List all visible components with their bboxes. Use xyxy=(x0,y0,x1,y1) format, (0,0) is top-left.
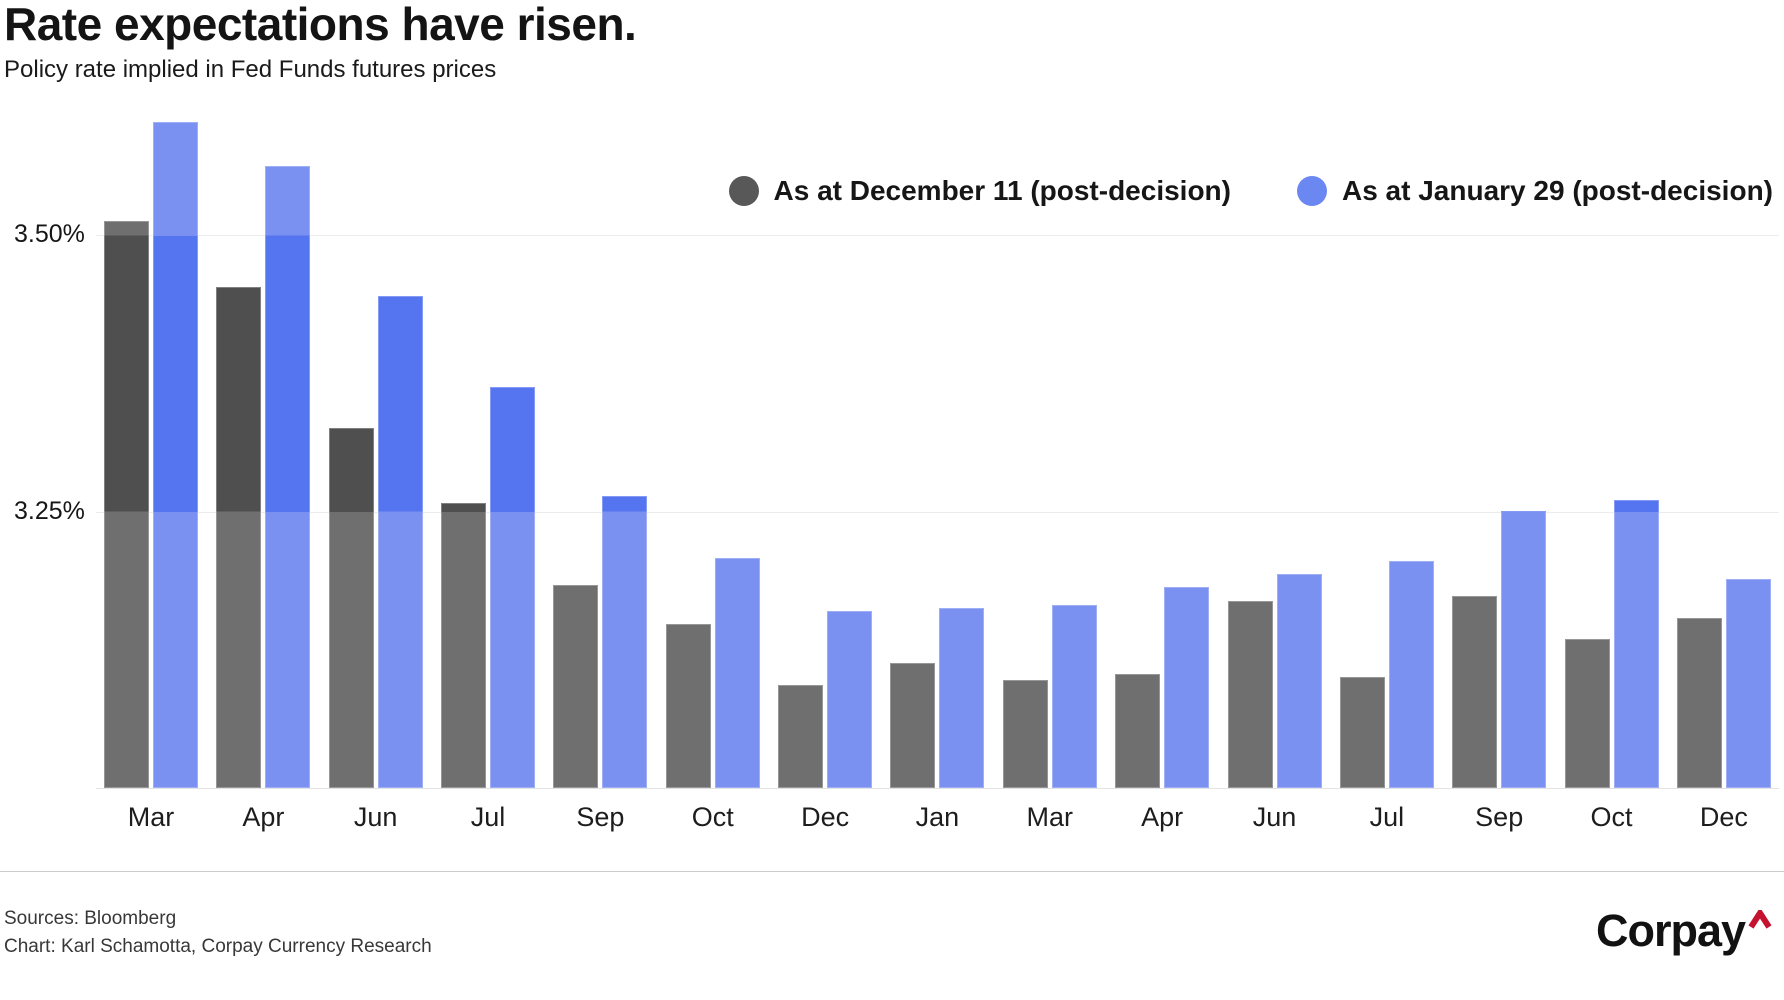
bar-dec11-10 xyxy=(1227,601,1273,788)
gridline-3.50% xyxy=(96,235,1779,237)
bar-jan29-9 xyxy=(1164,586,1210,788)
x-axis-label: Jul xyxy=(470,802,506,832)
legend-swatch-jan29-icon xyxy=(1296,176,1327,206)
bar-dec11-4 xyxy=(553,584,599,788)
gridline-3.25% xyxy=(96,511,1779,513)
bar-dec11-1 xyxy=(216,287,262,788)
bar-jan29-0 xyxy=(153,121,198,788)
bar-dec11-11 xyxy=(1339,677,1385,788)
bar-jan29-7 xyxy=(939,607,985,788)
bar-jan29-14 xyxy=(1725,579,1771,788)
bar-dec11-9 xyxy=(1115,674,1161,788)
x-axis-label: Jul xyxy=(1369,802,1405,832)
x-axis-label: Mar xyxy=(127,802,175,832)
sources-line: Sources: Bloomberg xyxy=(4,908,177,929)
bar-dec11-3 xyxy=(441,502,487,788)
legend-label-dec11: As at December 11 (post-decision) xyxy=(773,175,1231,206)
bar-dec11-6 xyxy=(778,685,824,788)
bar-jan29-1 xyxy=(265,165,311,788)
x-axis-line xyxy=(96,788,1779,789)
x-axis-label: Mar xyxy=(1026,802,1074,832)
bar-jan29-12 xyxy=(1501,510,1547,788)
x-axis-label: Apr xyxy=(242,802,285,832)
bar-dec11-0 xyxy=(104,221,149,788)
page-title: Rate expectations have risen. xyxy=(4,0,637,50)
legend-item-jan29: As at January 29 (post-decision) xyxy=(1296,175,1773,207)
x-axis-label: Dec xyxy=(801,802,850,832)
x-axis-label: Apr xyxy=(1141,802,1184,832)
legend: As at December 11 (post-decision) As at … xyxy=(728,175,1773,207)
bar-dec11-13 xyxy=(1564,638,1610,788)
bar-jan29-5 xyxy=(714,558,760,788)
x-axis-label: Jan xyxy=(915,802,960,832)
legend-item-dec11: As at December 11 (post-decision) xyxy=(728,175,1231,207)
x-axis-label: Jun xyxy=(1252,802,1297,832)
x-axis-label: Oct xyxy=(691,802,734,832)
bar-dec11-14 xyxy=(1676,617,1722,788)
x-axis-label: Oct xyxy=(1590,802,1633,832)
bar-jan29-8 xyxy=(1051,604,1097,788)
bar-jan29-10 xyxy=(1276,573,1322,788)
credit-line: Chart: Karl Schamotta, Corpay Currency R… xyxy=(4,936,432,957)
page-subtitle: Policy rate implied in Fed Funds futures… xyxy=(4,56,497,83)
bar-jan29-3 xyxy=(490,386,536,788)
legend-swatch-dec11-icon xyxy=(728,176,759,206)
x-axis-label: Jun xyxy=(353,802,398,832)
x-axis-label: Sep xyxy=(576,802,625,832)
corpay-logo-text: Corpay xyxy=(1595,905,1746,956)
corpay-caret-icon xyxy=(1748,907,1772,935)
bar-dec11-8 xyxy=(1002,679,1048,788)
bar-jan29-6 xyxy=(827,611,873,788)
bar-dec11-12 xyxy=(1452,595,1498,788)
footer-divider xyxy=(0,871,1784,872)
bar-dec11-5 xyxy=(665,624,711,788)
bar-jan29-2 xyxy=(377,296,423,788)
bar-jan29-11 xyxy=(1388,561,1434,788)
bar-dec11-2 xyxy=(328,427,374,788)
bar-jan29-4 xyxy=(602,496,648,788)
bar-jan29-13 xyxy=(1613,499,1659,788)
y-axis-label: 3.25% xyxy=(14,496,85,525)
corpay-logo: Corpay xyxy=(1595,905,1772,956)
legend-label-jan29: As at January 29 (post-decision) xyxy=(1341,175,1773,206)
y-axis-label: 3.50% xyxy=(14,220,85,249)
x-axis-label: Sep xyxy=(1475,802,1524,832)
x-axis-label: Dec xyxy=(1699,802,1748,832)
bar-dec11-7 xyxy=(890,663,936,788)
